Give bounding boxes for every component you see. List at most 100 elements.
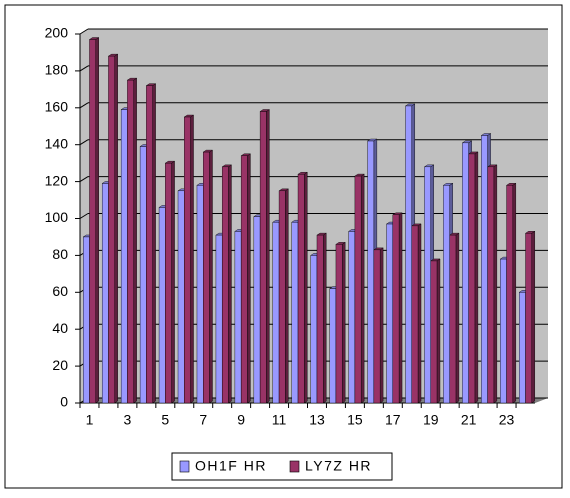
bar (158, 207, 166, 404)
x-tick-label: 1 (86, 412, 94, 428)
bar-side (285, 188, 289, 404)
bar (215, 234, 223, 404)
bar-side (190, 114, 194, 404)
bar (196, 185, 204, 404)
bar-side (531, 230, 535, 404)
bar (348, 231, 356, 404)
bar-side (379, 247, 384, 404)
y-tick-label: 140 (45, 135, 69, 151)
bar-side (512, 182, 517, 404)
bar (354, 175, 362, 404)
bar (253, 216, 261, 404)
bar-side (304, 171, 308, 404)
bar (335, 244, 343, 404)
bar-side (247, 153, 251, 404)
bar-side (493, 164, 498, 404)
bar (310, 255, 318, 404)
bar-side (266, 109, 270, 404)
bar (203, 151, 210, 404)
y-tick-label: 180 (45, 62, 69, 78)
y-tick-label: 0 (60, 394, 68, 410)
grid-line-side (79, 28, 89, 35)
bar (316, 234, 324, 404)
x-tick-label: 7 (199, 412, 207, 428)
bar (240, 155, 248, 404)
bar (506, 185, 514, 404)
bar-side (398, 212, 403, 404)
bar (462, 142, 469, 404)
bar (291, 221, 299, 404)
bar-side (436, 258, 441, 404)
grid-line-side (79, 176, 89, 183)
bar (487, 166, 495, 404)
x-tick-label: 3 (123, 412, 131, 428)
bar (443, 185, 450, 404)
bar (329, 288, 337, 404)
bar (83, 236, 90, 404)
bar (101, 183, 109, 404)
bar (120, 109, 128, 404)
bar (278, 190, 286, 404)
bar (525, 233, 532, 404)
bar (272, 221, 280, 404)
bar-side (474, 151, 479, 404)
x-tick-label: 17 (385, 412, 401, 428)
bar-side (114, 53, 118, 404)
bar (430, 260, 438, 404)
legend-swatch (289, 460, 300, 473)
y-tick-label: 60 (52, 283, 68, 299)
bar (146, 85, 153, 404)
bar-side (95, 37, 99, 404)
legend-swatch (179, 460, 190, 473)
bar (500, 258, 507, 404)
legend (171, 452, 393, 481)
bar-side (360, 173, 365, 404)
bar (386, 223, 394, 404)
bar-side (209, 149, 213, 404)
bar (165, 162, 172, 404)
bar-side (133, 77, 137, 404)
y-tick-label: 40 (52, 320, 68, 336)
bar (297, 174, 305, 404)
grid-line-side (79, 102, 89, 109)
bar (177, 190, 185, 404)
x-tick-label: 5 (161, 412, 169, 428)
bar (481, 135, 488, 404)
y-tick-label: 160 (45, 99, 69, 115)
grid-line-side (79, 65, 89, 72)
bar (139, 146, 147, 404)
bar (468, 153, 476, 404)
bar (108, 55, 115, 404)
bar (367, 140, 375, 404)
bar-side (323, 232, 327, 404)
y-tick-label: 20 (52, 357, 68, 373)
bar-side (341, 241, 346, 404)
bar (449, 234, 457, 404)
y-tick-label: 80 (52, 246, 68, 262)
x-tick-label: 15 (347, 412, 363, 428)
x-tick-label: 21 (461, 412, 477, 428)
bar (184, 116, 191, 404)
y-tick-label: 100 (45, 209, 69, 225)
bar (519, 292, 526, 404)
bar (392, 214, 400, 404)
legend-label: OH1F HR (195, 458, 267, 474)
bar (89, 39, 96, 404)
bar (373, 249, 381, 404)
y-tick-label: 200 (45, 25, 69, 41)
bar (234, 231, 242, 404)
x-tick-label: 23 (499, 412, 515, 428)
bar (405, 105, 412, 404)
x-tick-label: 19 (423, 412, 439, 428)
y-tick-label: 120 (45, 172, 69, 188)
x-tick-label: 13 (309, 412, 325, 428)
bar (424, 166, 431, 404)
bar-side (417, 223, 422, 404)
bar-side (171, 160, 175, 404)
bar-side (228, 164, 232, 404)
bar (259, 111, 267, 404)
grid-line-side (79, 139, 89, 146)
bar (411, 225, 419, 404)
bar-side (455, 232, 460, 404)
